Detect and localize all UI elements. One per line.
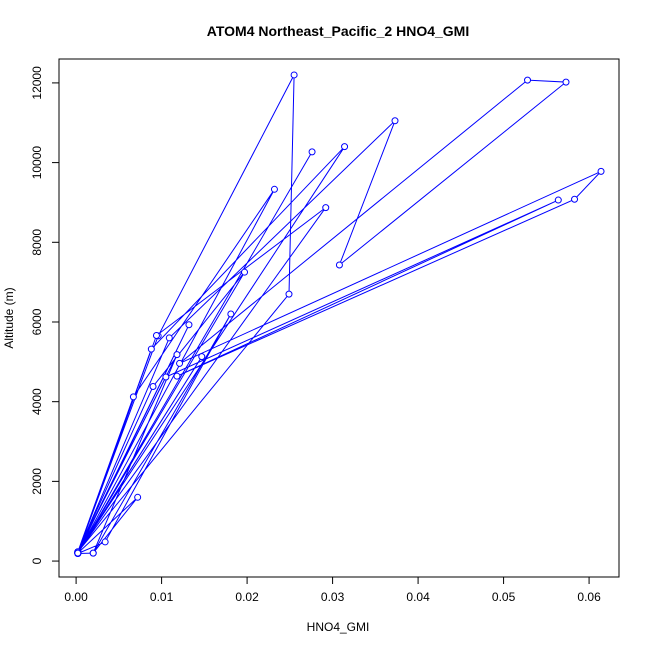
x-axis-label: HNO4_GMI (307, 620, 370, 634)
y-tick-label: 12000 (30, 66, 44, 100)
data-point (524, 76, 532, 84)
data-point (270, 185, 278, 193)
data-point (173, 372, 181, 380)
data-point (554, 196, 562, 204)
data-point (162, 373, 170, 381)
data-point (176, 359, 184, 367)
data-point (185, 321, 193, 329)
x-tick-label: 0.06 (577, 590, 601, 604)
data-point (241, 268, 249, 276)
y-tick-label: 4000 (30, 388, 44, 415)
x-tick-label: 0.04 (406, 590, 430, 604)
data-point (227, 310, 235, 318)
y-axis-label: Altitude (m) (2, 287, 16, 348)
y-tick-label: 2000 (30, 468, 44, 495)
x-tick-label: 0.05 (492, 590, 516, 604)
data-point (74, 549, 82, 557)
data-point (165, 334, 173, 342)
y-tick-label: 8000 (30, 229, 44, 256)
data-point (335, 261, 343, 269)
y-tick-label: 6000 (30, 308, 44, 335)
data-point (129, 393, 137, 401)
x-axis: 0.00 0.01 0.02 0.03 0.04 0.05 0.06 (64, 576, 601, 604)
data-point (391, 117, 399, 125)
data-point (152, 332, 160, 340)
data-point (147, 345, 155, 353)
x-tick-label: 0.02 (235, 590, 259, 604)
y-axis: 0 2000 4000 6000 8000 10000 12000 (30, 66, 60, 564)
series-layer (74, 71, 605, 557)
plot-frame (58, 58, 620, 578)
x-tick-label: 0.03 (321, 590, 345, 604)
data-point (597, 167, 605, 175)
chart-title: ATOM4 Northeast_Pacific_2 HNO4_GMI (207, 23, 469, 39)
data-point (322, 204, 330, 212)
data-point (134, 493, 142, 501)
x-tick-label: 0.01 (150, 590, 174, 604)
data-point (308, 148, 316, 156)
data-point (101, 538, 109, 546)
data-point (149, 383, 157, 391)
series-line (76, 74, 602, 555)
x-tick-label: 0.00 (64, 590, 88, 604)
data-point (341, 143, 349, 151)
data-point (571, 195, 579, 203)
data-point (285, 290, 293, 298)
y-tick-label: 10000 (30, 146, 44, 180)
data-point (89, 549, 97, 557)
y-tick-label: 0 (30, 557, 44, 564)
data-point (173, 351, 181, 359)
data-point (562, 78, 570, 86)
data-point (198, 353, 206, 361)
data-point (290, 71, 298, 79)
